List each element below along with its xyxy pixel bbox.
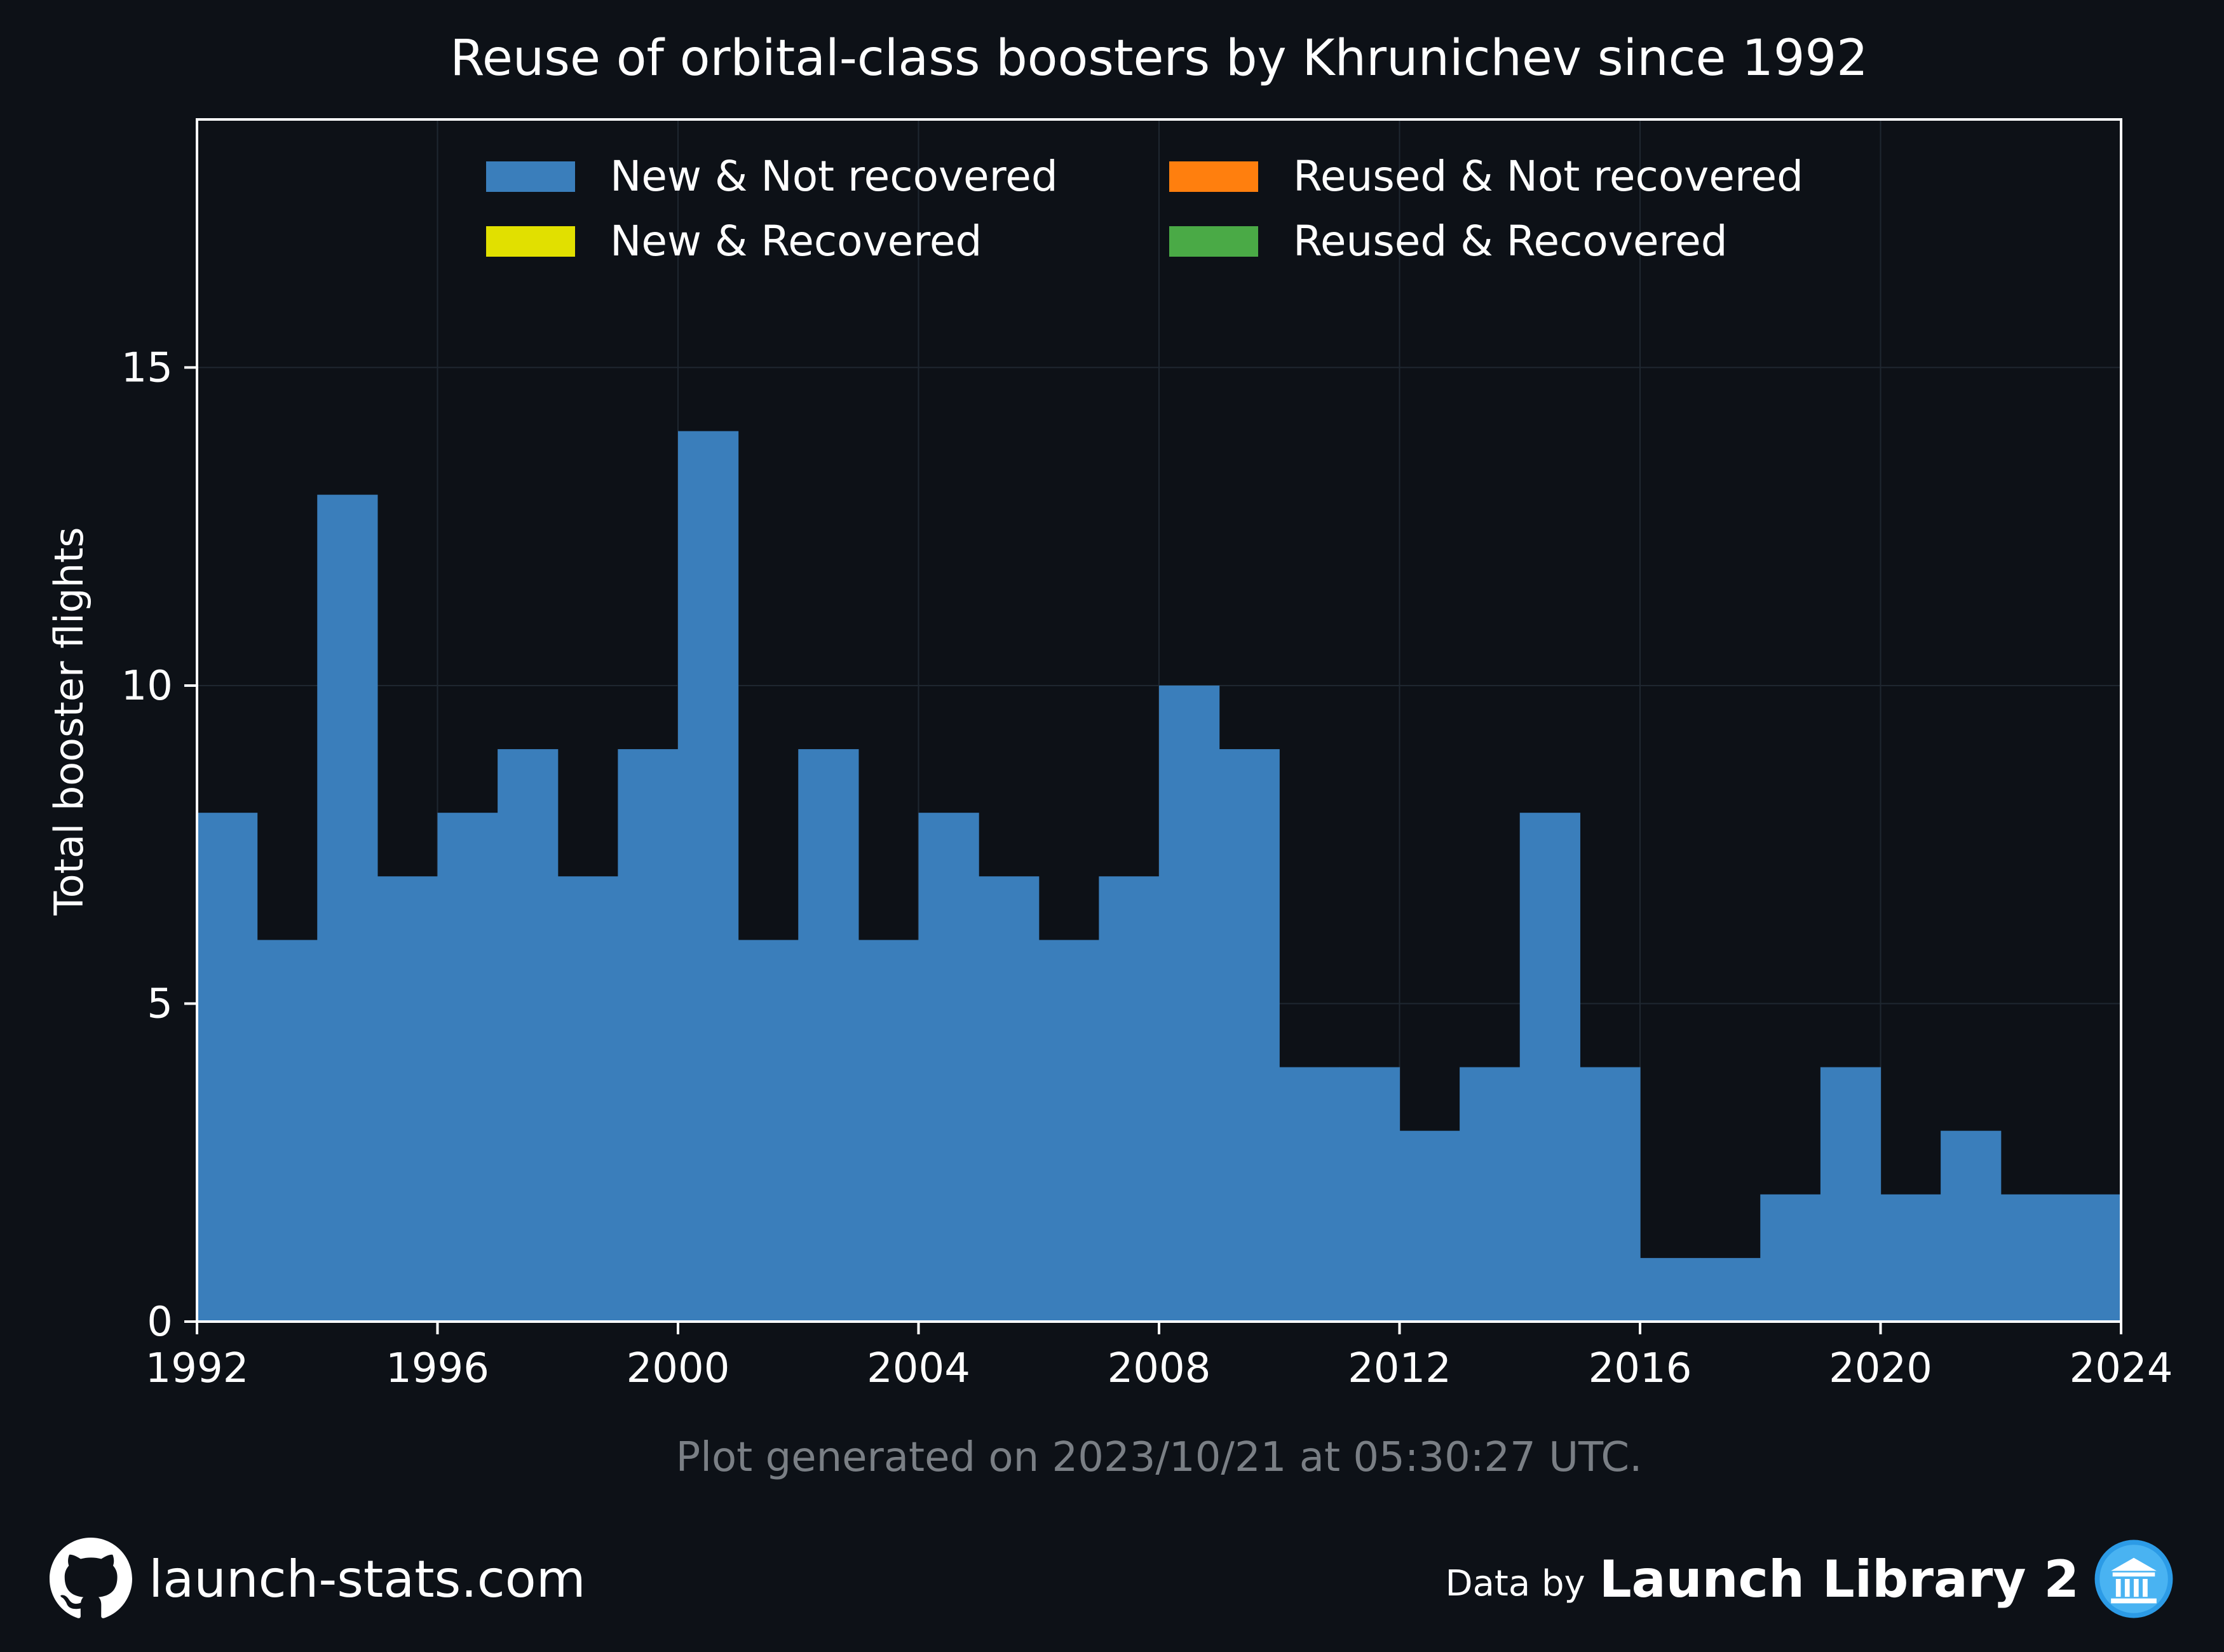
legend-layer: New & Not recovered Reused & Not recovere… [486,152,1803,266]
bar-new-not-recovered-2023 [2061,1194,2122,1322]
bar-new-not-recovered-1993 [257,940,318,1322]
bar-new-not-recovered-2013 [1460,1067,1521,1322]
tick-layer: 1992 1996 2000 2004 2008 2012 2016 2020 2024 0 5 10… [121,344,2173,1392]
x-tick-label: 2004 [867,1345,970,1392]
bar-new-not-recovered-2005 [979,876,1040,1322]
x-tick-label: 2008 [1108,1345,1211,1392]
bar-new-not-recovered-2012 [1399,1130,1460,1322]
bar-new-not-recovered-2018 [1760,1194,1821,1322]
x-tick-label: 1992 [146,1345,249,1392]
bar-new-not-recovered-2017 [1700,1257,1761,1322]
x-tick-label: 2016 [1589,1345,1692,1392]
generated-note: Plot generated on 2023/10/21 at 05:30:27… [676,1434,1643,1481]
y-axis-label: Total booster flights [46,527,92,916]
x-tick-label: 2000 [627,1345,730,1392]
x-tick-label: 2020 [1829,1345,1932,1392]
chart-title: Reuse of orbital-class boosters by Khrun… [450,30,1868,87]
site-url[interactable]: launch-stats.com [149,1549,586,1609]
legend-swatch [486,226,575,257]
y-tick-label: 0 [147,1299,173,1346]
bar-new-not-recovered-2021 [1941,1130,2002,1322]
bar-new-not-recovered-2001 [738,940,799,1322]
legend-label: Reused & Recovered [1293,217,1728,266]
legend-label: New & Recovered [610,217,982,266]
bar-new-not-recovered-2009 [1219,749,1280,1322]
data-credit: Data by Launch Library 2 [1445,1538,2174,1620]
legend-swatch [1169,161,1258,192]
bar-new-not-recovered-2002 [798,749,859,1322]
y-tick-label: 5 [147,980,173,1027]
bar-new-not-recovered-1999 [618,749,679,1322]
bar-new-not-recovered-2011 [1339,1067,1400,1322]
bar-new-not-recovered-1995 [377,876,438,1322]
bar-new-not-recovered-2006 [1038,940,1099,1322]
data-by-label: Data by [1445,1562,1585,1604]
site-credit: launch-stats.com [50,1538,586,1618]
provider-name[interactable]: Launch Library 2 [1599,1549,2079,1609]
legend-swatch [1169,226,1258,257]
bar-new-not-recovered-1992 [197,813,258,1322]
legend-swatch [486,161,575,192]
bar-new-not-recovered-2020 [1880,1194,1941,1322]
bar-new-not-recovered-2015 [1580,1067,1641,1322]
bar-layer [197,431,2122,1322]
bar-new-not-recovered-2007 [1099,876,1160,1322]
bar-new-not-recovered-2003 [858,940,919,1322]
bar-new-not-recovered-1998 [557,876,618,1322]
x-tick-label: 2024 [2070,1345,2173,1392]
bar-new-not-recovered-2019 [1820,1067,1882,1322]
github-icon [50,1538,132,1620]
bar-new-not-recovered-2022 [2000,1194,2061,1322]
bar-new-not-recovered-2014 [1519,813,1580,1322]
bar-new-not-recovered-1994 [317,494,378,1322]
x-tick-label: 2012 [1348,1345,1451,1392]
bar-new-not-recovered-2010 [1279,1067,1340,1322]
bar-new-not-recovered-2008 [1159,685,1220,1322]
legend-label: New & Not recovered [610,152,1058,201]
x-tick-label: 1996 [386,1345,489,1392]
bar-new-not-recovered-1997 [498,749,559,1322]
y-tick-label: 10 [121,663,173,710]
y-tick-label: 15 [121,344,173,391]
bar-new-not-recovered-2000 [678,431,739,1322]
bar-new-not-recovered-2004 [918,813,979,1322]
bar-new-not-recovered-1996 [437,813,498,1322]
launch-library-icon [2093,1538,2174,1620]
bar-new-not-recovered-2016 [1640,1257,1701,1322]
legend-label: Reused & Not recovered [1293,152,1803,201]
